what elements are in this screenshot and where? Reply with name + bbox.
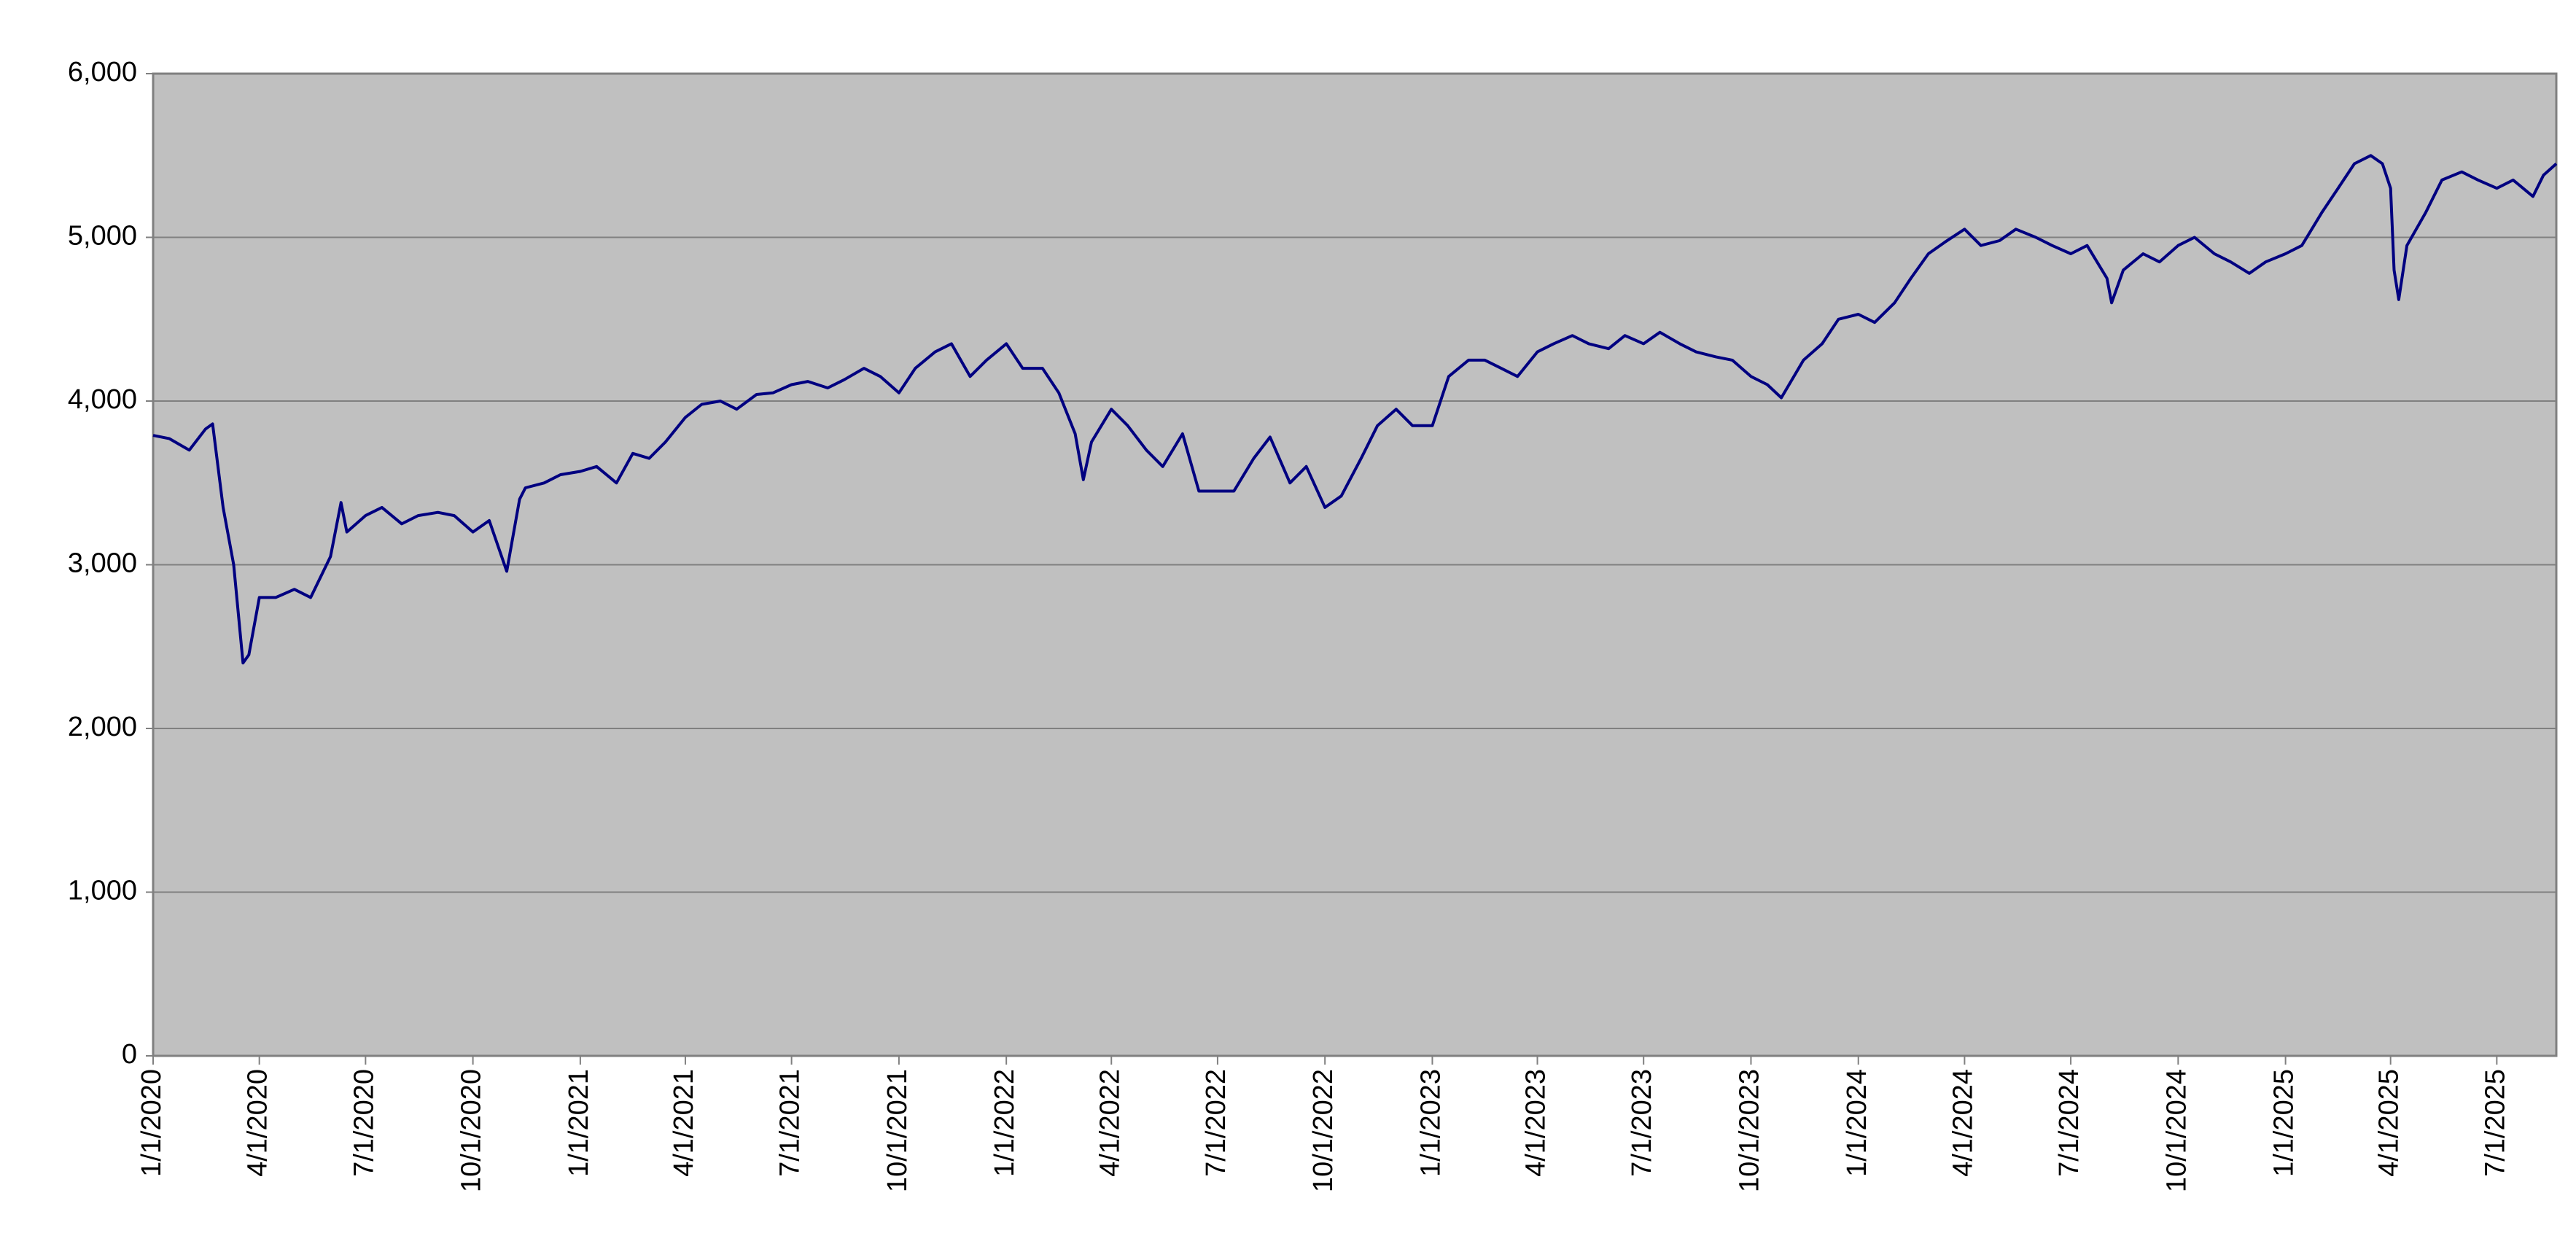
x-tick-label: 1/1/2025 [2269, 1069, 2300, 1177]
data-line [152, 154, 2558, 665]
x-tick-label: 1/1/2022 [989, 1069, 1020, 1177]
x-tick-label: 7/1/2022 [1201, 1069, 1231, 1177]
x-tick-label: 1/1/2021 [564, 1069, 594, 1177]
x-tick-label: 1/1/2020 [136, 1069, 167, 1177]
x-tick-label: 4/1/2021 [669, 1069, 699, 1177]
x-tick-label: 10/1/2024 [2161, 1069, 2192, 1192]
y-tick-label: 0 [122, 1039, 137, 1070]
y-tick-label: 6,000 [68, 57, 137, 88]
x-tick-label: 4/1/2022 [1094, 1069, 1125, 1177]
x-tick-label: 1/1/2023 [1415, 1069, 1446, 1177]
y-tick-label: 1,000 [68, 876, 137, 906]
x-tick-label: 7/1/2024 [2054, 1069, 2085, 1177]
x-tick-label: 7/1/2023 [1627, 1069, 1657, 1177]
x-tick-label: 7/1/2025 [2480, 1069, 2510, 1177]
x-tick-label: 4/1/2023 [1521, 1069, 1552, 1177]
y-tick-label: 5,000 [68, 221, 137, 252]
x-tick-label: 1/1/2024 [1842, 1069, 1872, 1177]
x-tick-label: 10/1/2020 [456, 1069, 487, 1192]
y-tick-label: 4,000 [68, 384, 137, 415]
y-tick-label: 3,000 [68, 548, 137, 579]
x-tick-label: 10/1/2023 [1734, 1069, 1764, 1192]
y-tick-label: 2,000 [68, 712, 137, 742]
x-tick-label: 4/1/2020 [243, 1069, 273, 1177]
x-tick-label: 10/1/2021 [882, 1069, 913, 1192]
x-tick-label: 10/1/2022 [1308, 1069, 1339, 1192]
x-tick-label: 4/1/2025 [2374, 1069, 2405, 1177]
x-tick-label: 7/1/2020 [349, 1069, 379, 1177]
x-tick-label: 4/1/2024 [1947, 1069, 1978, 1177]
x-tick-label: 7/1/2021 [775, 1069, 806, 1177]
